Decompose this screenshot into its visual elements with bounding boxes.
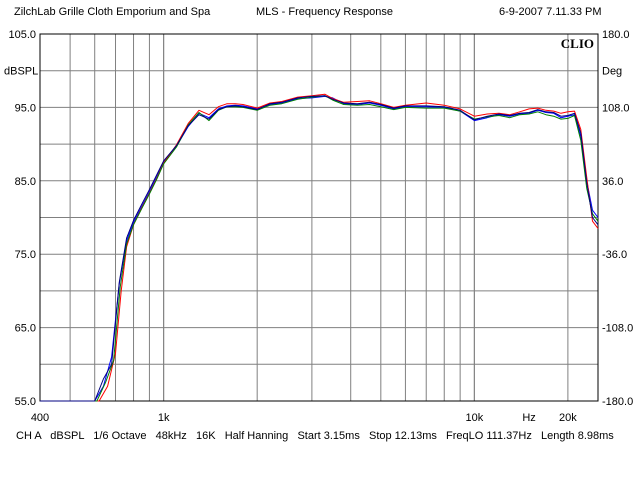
measurement-type: MLS - Frequency Response — [256, 6, 393, 18]
y-right-tick-label: 36.0 — [602, 176, 623, 188]
y-tick-label: 55.0 — [15, 396, 36, 408]
y-right-axis-label: Deg — [602, 66, 622, 78]
y-right-tick-label: -108.0 — [602, 323, 633, 335]
x-tick-label: 10k — [465, 412, 483, 424]
y-right-tick-label: -180.0 — [602, 396, 633, 408]
series-line — [40, 95, 599, 402]
series-line — [40, 95, 599, 402]
y-tick-label: 65.0 — [15, 323, 36, 335]
y-tick-label: 85.0 — [15, 176, 36, 188]
x-axis-label: Hz — [522, 412, 535, 424]
y-right-tick-label: 180.0 — [602, 29, 630, 41]
window-title: ZilchLab Grille Cloth Emporium and Spa — [14, 6, 211, 18]
clio-logo: CLIO — [561, 36, 594, 51]
y-tick-label: 75.0 — [15, 249, 36, 261]
timestamp: 6-9-2007 7.11.33 PM — [499, 6, 602, 18]
series-group — [40, 93, 599, 402]
grid-lines — [39, 33, 598, 402]
y-tick-label: 95.0 — [15, 102, 36, 114]
measurement-settings: CH A dBSPL 1/6 Octave 48kHz 16K Half Han… — [16, 430, 614, 442]
x-tick-label: 20k — [559, 412, 577, 424]
x-tick-label: 400 — [31, 412, 49, 424]
y-right-tick-label: 108.0 — [602, 102, 630, 114]
y-axis-label: dBSPL — [4, 66, 38, 78]
tick-labels: 105.0 95.0 85.0 75.0 65.0 55.0 180.0 108.0 36.0 -… — [4, 29, 633, 424]
y-tick-label: 105.0 — [8, 29, 36, 41]
y-right-tick-label: -36.0 — [602, 249, 627, 261]
series-line — [40, 95, 599, 402]
series-line — [40, 93, 599, 402]
x-tick-label: 1k — [158, 412, 170, 424]
